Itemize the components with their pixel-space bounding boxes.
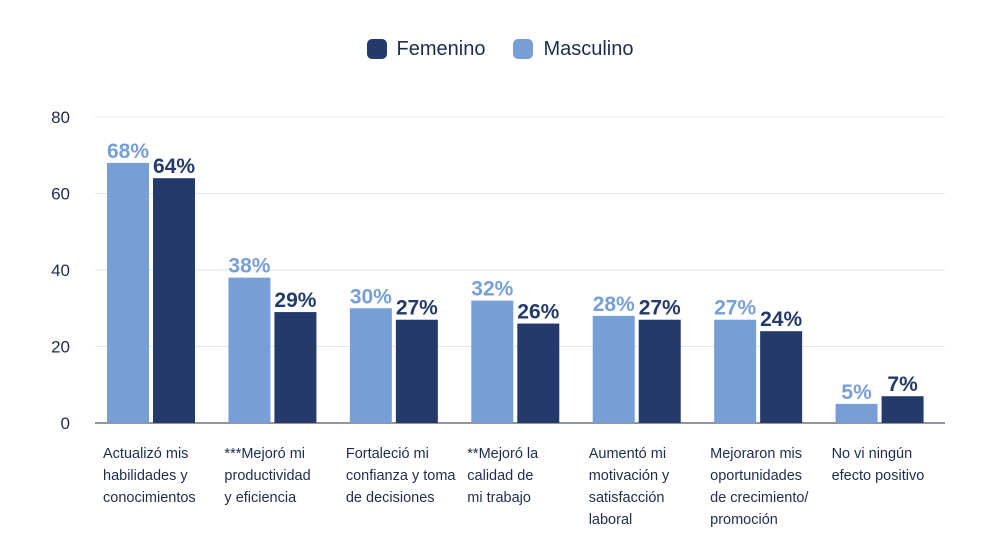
bar-masculino-0 xyxy=(107,162,149,423)
y-tick-label-20: 20 xyxy=(51,338,70,357)
data-label-masculino-6: 5% xyxy=(841,381,872,404)
category-label-line: de decisiones xyxy=(346,490,435,506)
category-label-line: **Mejoró la xyxy=(467,446,539,462)
bar-femenino-0 xyxy=(153,178,195,423)
category-label-line: motivación y xyxy=(589,468,670,484)
bar-masculino-2 xyxy=(349,308,392,423)
data-label-masculino-4: 28% xyxy=(593,293,635,316)
bar-masculino-4 xyxy=(592,315,635,423)
bar-masculino-3 xyxy=(471,300,514,423)
category-label-line: mi trabajo xyxy=(467,490,531,506)
bar-femenino-4 xyxy=(638,319,681,423)
data-label-femenino-6: 7% xyxy=(887,373,918,396)
category-label-line: Fortaleció mi xyxy=(346,446,429,462)
legend: Femenino Masculino xyxy=(0,34,1000,64)
bar-masculino-5 xyxy=(714,319,757,423)
bar-femenino-1 xyxy=(274,312,317,423)
category-label-line: y eficiencia xyxy=(224,490,297,506)
category-label-4: Aumentó mi motivación y satisfacción labora… xyxy=(589,446,670,528)
category-label-line: ***Mejoró mi xyxy=(224,446,305,462)
category-label-1: ***Mejoró mi productividad y eficiencia xyxy=(224,446,310,506)
category-label-line: satisfacción xyxy=(589,490,665,506)
bar-femenino-2 xyxy=(395,319,438,423)
bar-masculino-1 xyxy=(228,277,271,423)
category-label-line: efecto positivo xyxy=(832,468,925,484)
data-label-masculino-3: 32% xyxy=(471,278,513,301)
category-label-line: laboral xyxy=(589,512,633,528)
category-label-5: Mejoraron mis oportunidades de crecimiento… xyxy=(710,446,809,528)
category-label-line: conocimientos xyxy=(103,490,196,506)
y-tick-label-40: 40 xyxy=(51,261,70,280)
data-label-masculino-2: 30% xyxy=(350,285,392,308)
data-label-femenino-0: 64% xyxy=(153,155,195,178)
category-label-0: Actualizó mis habilidades y conocimientos xyxy=(103,446,196,506)
y-tick-label-0: 0 xyxy=(61,414,70,433)
category-label-6: No vi ningún efecto positivo xyxy=(832,446,925,484)
data-label-femenino-2: 27% xyxy=(396,297,438,320)
legend-item-masculino[interactable]: Masculino xyxy=(513,38,633,61)
data-label-femenino-4: 27% xyxy=(639,297,681,320)
category-label-line: Aumentó mi xyxy=(589,446,666,462)
legend-swatch-masculino xyxy=(513,39,534,59)
legend-item-femenino[interactable]: Femenino xyxy=(366,37,486,61)
data-label-femenino-5: 24% xyxy=(760,308,802,331)
data-label-masculino-1: 38% xyxy=(228,255,270,278)
category-label-line: promoción xyxy=(710,512,778,528)
category-label-line: No vi ningún xyxy=(832,446,913,462)
category-label-3: **Mejoró la calidad de mi trabajo xyxy=(467,446,539,506)
bar-femenino-5 xyxy=(760,331,803,423)
category-label-line: habilidades y xyxy=(103,468,188,484)
data-label-masculino-0: 68% xyxy=(107,140,149,163)
category-label-line: oportunidades xyxy=(710,468,802,484)
y-tick-label-80: 80 xyxy=(51,108,70,127)
bar-femenino-3 xyxy=(517,323,560,423)
data-label-femenino-3: 26% xyxy=(517,301,559,324)
category-label-line: Mejoraron mis xyxy=(710,446,802,462)
data-label-femenino-1: 29% xyxy=(274,289,316,312)
category-label-line: calidad de xyxy=(467,468,533,484)
bar-femenino-6 xyxy=(881,396,924,423)
category-label-line: de crecimiento/ xyxy=(710,490,809,506)
bar-masculino-6 xyxy=(835,403,878,423)
category-label-line: confianza y toma xyxy=(346,468,457,484)
legend-label-masculino: Masculino xyxy=(543,37,634,60)
legend-label-femenino: Femenino xyxy=(396,37,486,60)
category-label-line: Actualizó mis xyxy=(103,446,188,462)
data-label-masculino-5: 27% xyxy=(714,297,756,320)
category-label-line: productividad xyxy=(224,468,310,484)
y-tick-label-60: 60 xyxy=(51,185,70,204)
category-label-2: Fortaleció mi confianza y toma de decision… xyxy=(346,446,457,506)
legend-swatch-femenino xyxy=(366,39,387,59)
